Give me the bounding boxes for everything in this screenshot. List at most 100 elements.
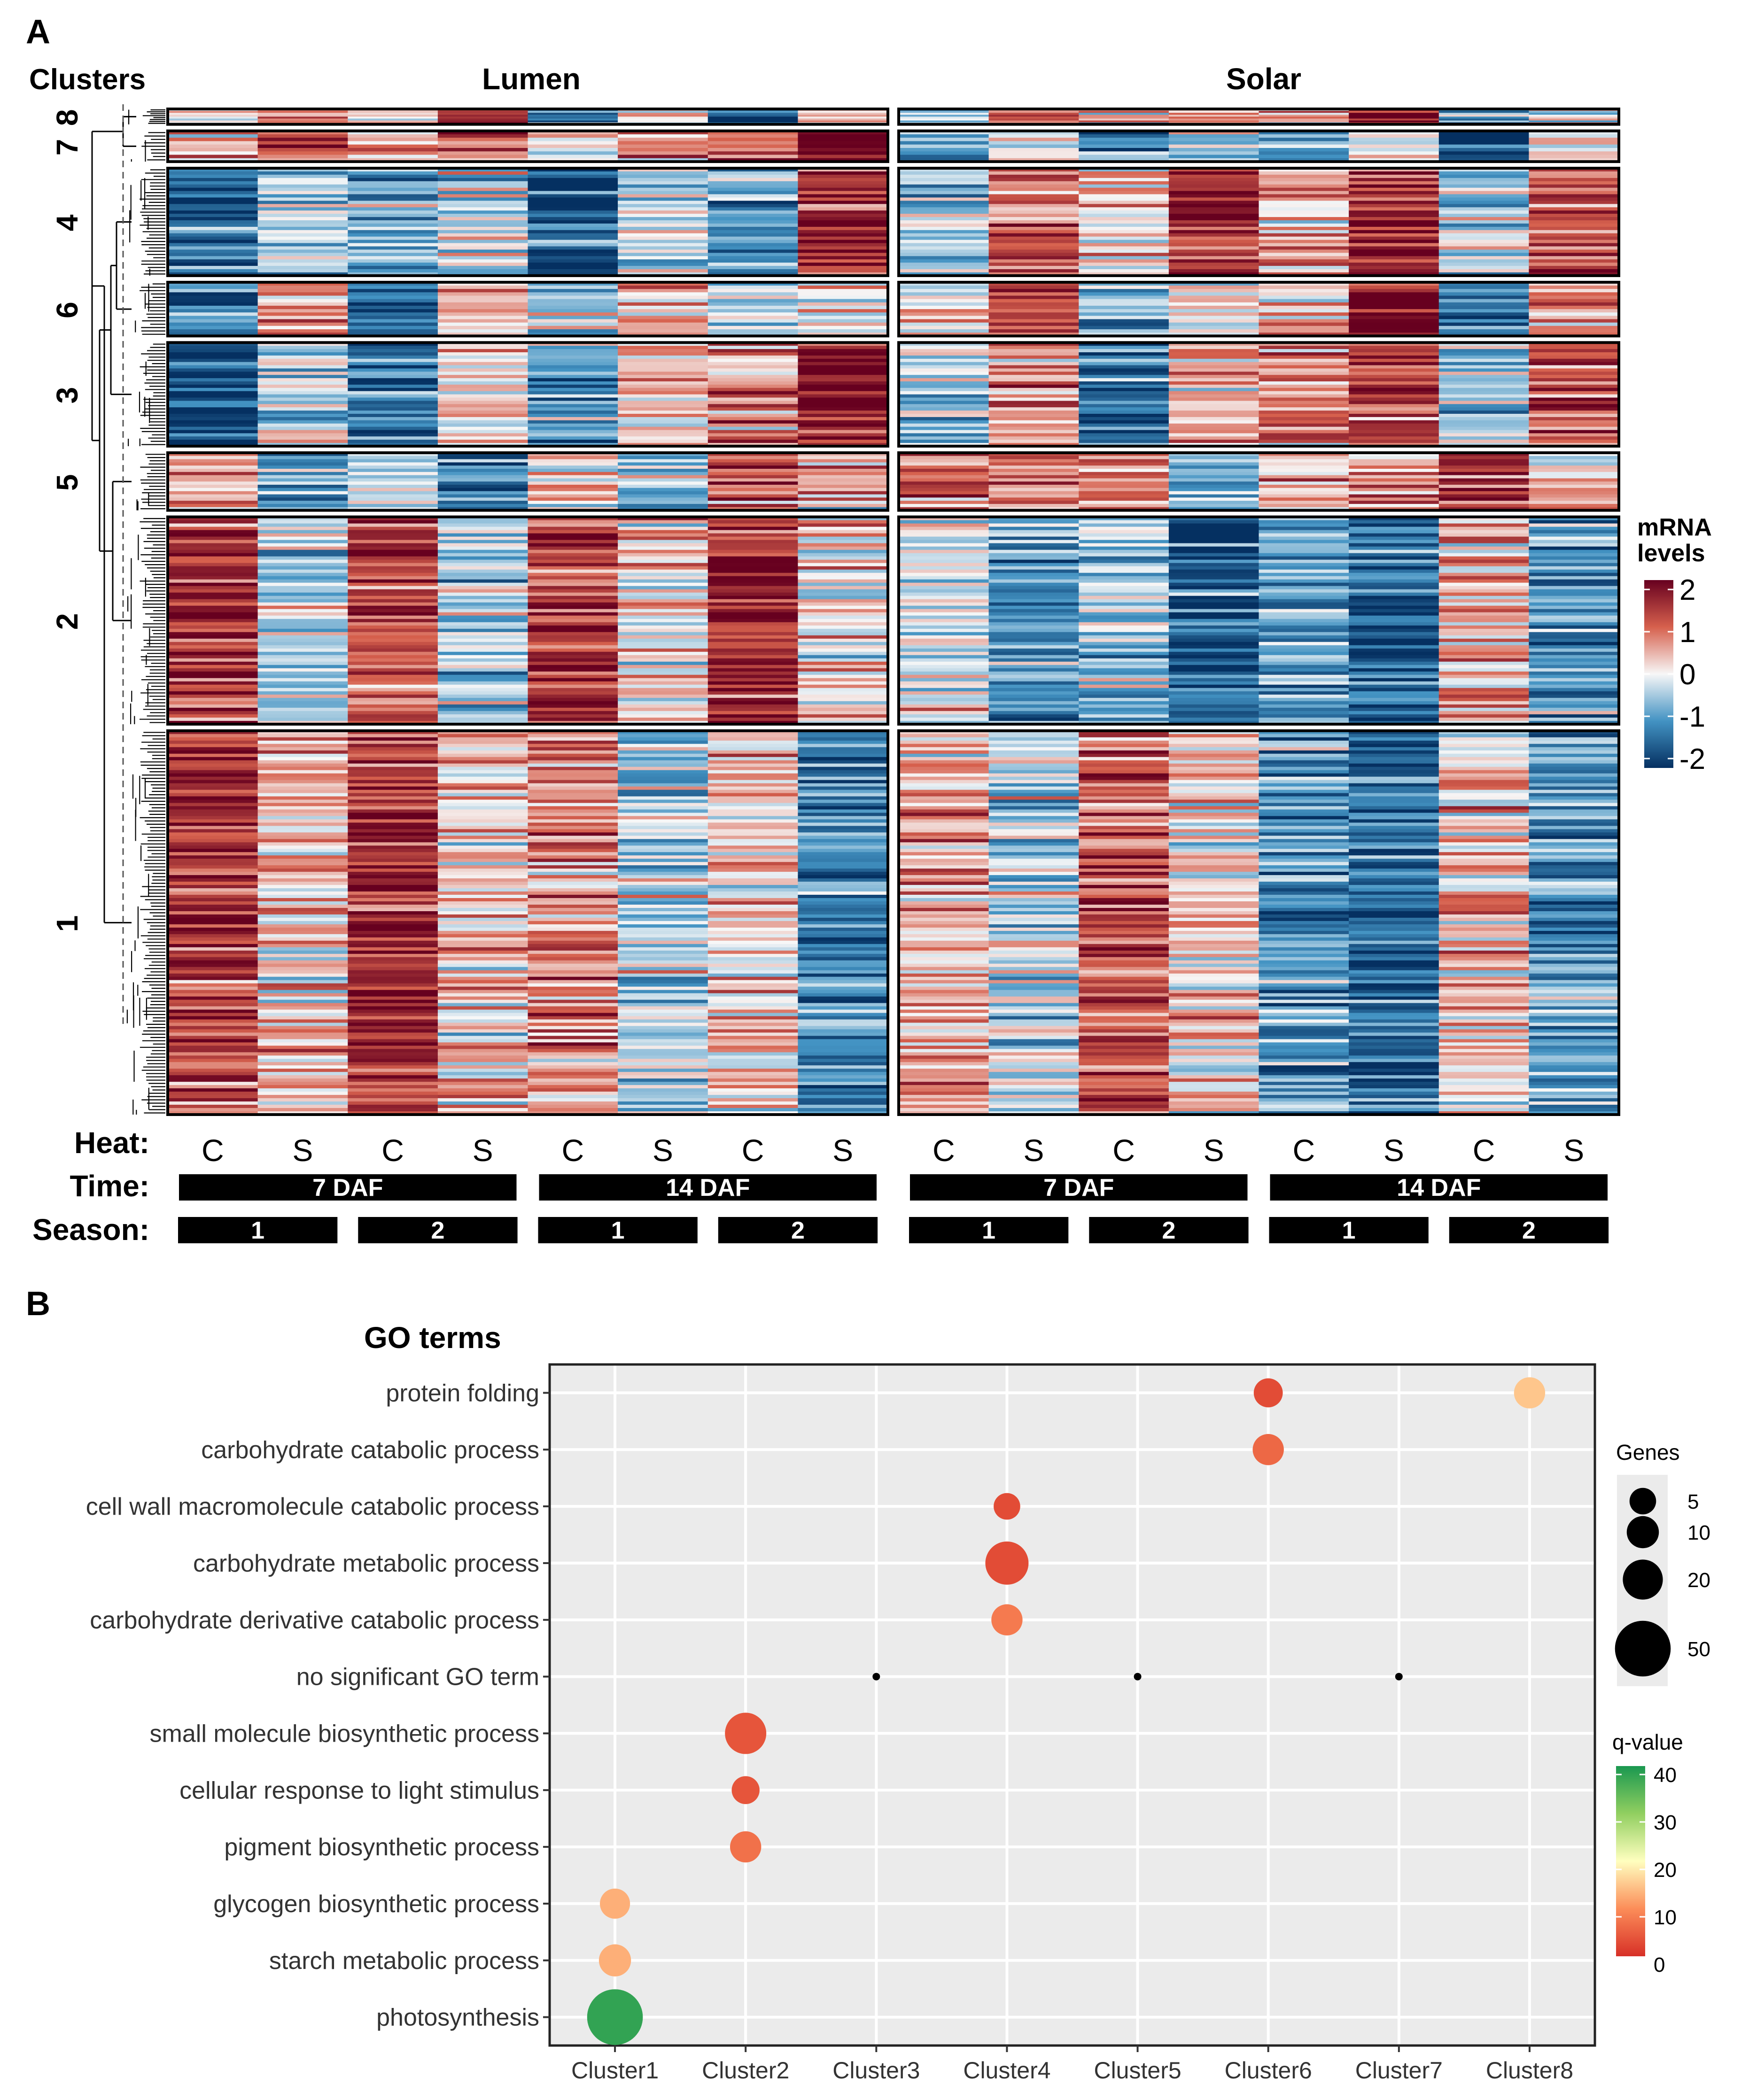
heatmap-cell [1169,527,1259,531]
heatmap-cell [618,921,708,925]
heatmap-cell [258,286,348,289]
heatmap-cell [258,309,348,313]
heatmap-cell [1349,928,1439,931]
heatmap-cell [1169,237,1259,240]
heatmap-cell [1259,191,1349,195]
heatmap-cell [1079,1032,1169,1036]
heatmap-cell [899,243,989,247]
heatmap-cell [1079,1016,1169,1020]
heatmap-cell [989,391,1079,395]
heatmap-cell [618,253,708,256]
heatmap-cell [438,481,528,485]
heatmap-cell [1349,905,1439,908]
heatmap-cell [438,440,528,443]
heatmap-cell [258,980,348,984]
heatmap-cell [899,440,989,443]
heatmap-cell [438,478,528,481]
heatmap-cell [258,375,348,379]
heatmap-cell [168,1016,258,1020]
heatmap-cell [1259,845,1349,849]
heatmap-cell [168,233,258,237]
heatmap-cell [258,1029,348,1033]
heatmap-cell [1529,411,1619,414]
heatmap-cell [989,433,1079,437]
heatmap-cell [528,891,618,895]
heatmap-cell [1349,111,1439,113]
heatmap-cell [1169,790,1259,794]
heatmap-cell [618,540,708,544]
heatmap-cell [618,961,708,964]
heatmap-cell [798,747,888,751]
heatmap-cell [708,547,798,550]
heatmap-cell [348,872,438,876]
heatmap-cell [1529,292,1619,296]
heatmap-cell [1349,891,1439,895]
heatmap-cell [438,352,528,356]
heatmap-cell [1259,741,1349,744]
heatmap-cell [438,852,528,856]
heatmap-cell [1079,378,1169,382]
heatmap-cell [528,941,618,945]
heatmap-cell [708,1092,798,1095]
heatmap-cell [899,115,989,117]
heatmap-cell [1349,407,1439,411]
heatmap-cell [258,214,348,217]
heatmap-cell [1259,944,1349,948]
heatmap-cell [1169,563,1259,567]
heatmap-cell [1529,534,1619,537]
heatmap-cell [798,155,888,159]
heatmap-cell [168,1052,258,1056]
heatmap-cell [1169,269,1259,273]
heatmap-cell [1529,381,1619,385]
heatmap-cell [1079,770,1169,774]
heatmap-cell [1079,760,1169,764]
heatmap-cell [708,751,798,754]
heatmap-cell [1169,813,1259,816]
heatmap-cell [348,537,438,541]
heatmap-cell [798,914,888,918]
heatmap-cell [618,573,708,577]
heatmap-cell [438,1078,528,1082]
heatmap-cell [1439,941,1529,945]
heatmap-cell [618,1088,708,1092]
heatmap-cell [348,456,438,459]
heatmap-cell [708,882,798,885]
heatmap-cell [348,885,438,889]
heatmap-cell [348,787,438,790]
heatmap-cell [1079,1039,1169,1043]
heatmap-cell [1169,612,1259,616]
heatmap-cell [528,495,618,498]
heatmap-cell [1439,895,1529,899]
heatmap-cell [899,249,989,253]
heatmap-cell [1079,210,1169,214]
heatmap-cell [1259,593,1349,597]
heatmap-cell [1079,668,1169,672]
heatmap-cell [1079,777,1169,781]
heatmap-cell [1349,436,1439,440]
heatmap-cell [258,138,348,141]
heatmap-cell [348,378,438,382]
heatmap-cell [438,957,528,961]
heatmap-cell [528,612,618,616]
heatmap-cell [899,566,989,570]
heatmap-cell [528,809,618,813]
heatmap-cell [348,198,438,201]
heatmap-cell [1529,401,1619,404]
heatmap-cell [618,469,708,472]
heatmap-cell [899,698,989,702]
heatmap-cell [528,547,618,550]
heatmap-cell [989,652,1079,656]
heatmap-cell [1439,411,1529,414]
heatmap-cell [989,365,1079,369]
heatmap-cell [168,217,258,221]
heatmap-cell [1259,580,1349,583]
heatmap-cell [1079,520,1169,524]
heatmap-cell [1439,151,1529,155]
heatmap-cell [618,381,708,385]
heatmap-cell [438,491,528,495]
heatmap-cell [438,911,528,915]
heatmap-cell [438,543,528,547]
heatmap-cell [348,269,438,273]
heatmap-cell [168,485,258,488]
heatmap-cell [528,1036,618,1039]
